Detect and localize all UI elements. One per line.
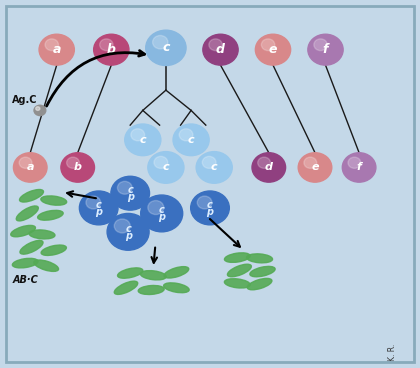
Circle shape xyxy=(34,105,46,116)
Text: d: d xyxy=(216,43,225,56)
Text: a: a xyxy=(26,162,34,173)
Text: Ag.C: Ag.C xyxy=(12,95,37,105)
Text: a: a xyxy=(52,43,61,56)
Circle shape xyxy=(19,157,32,168)
Text: c: c xyxy=(96,200,102,210)
Text: p: p xyxy=(95,207,102,217)
Text: p: p xyxy=(127,192,134,202)
Circle shape xyxy=(94,34,129,65)
Text: c: c xyxy=(163,162,169,173)
Ellipse shape xyxy=(16,206,38,221)
Ellipse shape xyxy=(38,210,63,220)
Circle shape xyxy=(79,191,118,225)
Text: c: c xyxy=(211,162,218,173)
Circle shape xyxy=(125,124,161,156)
Circle shape xyxy=(148,152,184,183)
Circle shape xyxy=(13,153,47,182)
Ellipse shape xyxy=(227,264,252,277)
Circle shape xyxy=(148,201,164,215)
Text: b: b xyxy=(74,162,82,173)
Ellipse shape xyxy=(138,286,164,294)
Circle shape xyxy=(118,181,132,194)
Circle shape xyxy=(67,157,79,168)
Circle shape xyxy=(61,153,94,182)
Circle shape xyxy=(252,153,286,182)
Circle shape xyxy=(36,107,40,110)
Ellipse shape xyxy=(247,279,272,290)
Text: c: c xyxy=(139,135,146,145)
Circle shape xyxy=(179,129,193,141)
Text: p: p xyxy=(207,207,213,217)
Text: b: b xyxy=(107,43,116,56)
Ellipse shape xyxy=(29,230,55,239)
Text: p: p xyxy=(125,231,131,241)
Circle shape xyxy=(196,152,232,183)
Text: e: e xyxy=(269,43,277,56)
Circle shape xyxy=(86,196,101,209)
Ellipse shape xyxy=(224,253,250,262)
Circle shape xyxy=(131,129,144,141)
Circle shape xyxy=(146,30,186,66)
Circle shape xyxy=(45,39,58,51)
Circle shape xyxy=(298,153,332,182)
Text: c: c xyxy=(127,185,133,195)
Ellipse shape xyxy=(34,260,58,271)
Text: c: c xyxy=(162,41,170,54)
Circle shape xyxy=(261,39,275,51)
Circle shape xyxy=(348,157,361,168)
Text: c: c xyxy=(159,205,165,215)
Circle shape xyxy=(203,34,238,65)
Circle shape xyxy=(152,35,168,49)
Ellipse shape xyxy=(41,245,66,255)
Text: e: e xyxy=(311,162,319,173)
Circle shape xyxy=(100,39,113,51)
Ellipse shape xyxy=(140,270,166,280)
Circle shape xyxy=(197,196,212,209)
Ellipse shape xyxy=(114,281,138,294)
Circle shape xyxy=(107,213,149,250)
Ellipse shape xyxy=(19,190,44,202)
Ellipse shape xyxy=(118,268,143,278)
Text: f: f xyxy=(323,43,328,56)
Text: AB·C: AB·C xyxy=(13,275,38,285)
Text: p: p xyxy=(158,212,165,223)
Ellipse shape xyxy=(41,196,67,205)
Circle shape xyxy=(111,176,150,210)
Text: d: d xyxy=(265,162,273,173)
Text: f: f xyxy=(357,162,362,173)
Circle shape xyxy=(39,34,74,65)
Circle shape xyxy=(304,157,317,168)
Ellipse shape xyxy=(20,240,43,254)
Circle shape xyxy=(154,156,168,169)
Ellipse shape xyxy=(164,283,189,293)
Circle shape xyxy=(209,39,222,51)
Text: c: c xyxy=(188,135,194,145)
Text: c: c xyxy=(207,200,213,210)
Circle shape xyxy=(258,157,270,168)
Circle shape xyxy=(308,34,343,65)
Circle shape xyxy=(202,156,216,169)
Ellipse shape xyxy=(164,267,189,278)
Ellipse shape xyxy=(12,258,38,268)
Ellipse shape xyxy=(247,254,273,263)
Circle shape xyxy=(255,34,291,65)
Ellipse shape xyxy=(11,226,35,237)
Text: c: c xyxy=(125,223,131,234)
Circle shape xyxy=(191,191,229,225)
Circle shape xyxy=(141,195,183,232)
Ellipse shape xyxy=(224,279,250,288)
Ellipse shape xyxy=(250,266,275,277)
Circle shape xyxy=(114,219,130,233)
Circle shape xyxy=(173,124,209,156)
Circle shape xyxy=(314,39,327,51)
Circle shape xyxy=(342,153,376,182)
Text: K. R.: K. R. xyxy=(388,344,397,361)
